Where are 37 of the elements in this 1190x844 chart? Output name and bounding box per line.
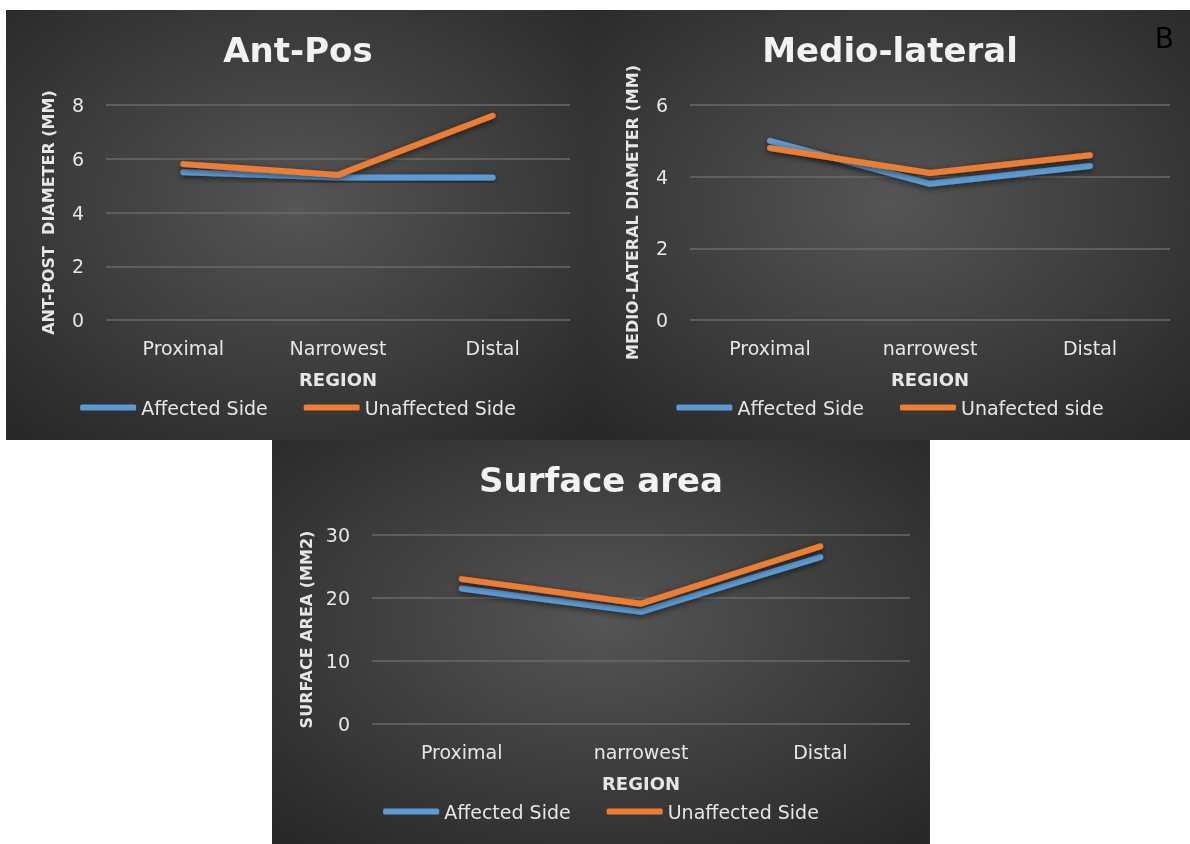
- y-tick-label: 30: [325, 524, 350, 546]
- x-tick-label: Proximal: [142, 336, 225, 359]
- chart-title: Surface area: [479, 460, 723, 500]
- legend-label: Affected Side: [444, 800, 571, 823]
- y-tick-label: 0: [655, 309, 668, 331]
- x-axis-title: REGION: [891, 368, 969, 390]
- y-tick-label: 2: [655, 237, 668, 260]
- x-axis-title: REGION: [602, 772, 680, 794]
- x-tick-label: narrowest: [593, 740, 689, 763]
- x-tick-label: Distal: [793, 740, 848, 763]
- y-tick-label: 2: [71, 255, 84, 278]
- y-axis-title: SURFACE AREA (MM2): [297, 530, 317, 729]
- y-tick-label: 20: [325, 587, 350, 609]
- chart-title: Ant-Pos: [223, 30, 373, 70]
- legend-label: Unaffected Side: [364, 396, 516, 419]
- x-tick-label: narrowest: [882, 336, 978, 359]
- x-tick-label: Proximal: [420, 740, 503, 763]
- legend-label: Unafected side: [960, 396, 1104, 419]
- y-tick-label: 10: [325, 650, 350, 672]
- y-tick-label: 0: [337, 713, 350, 735]
- y-tick-label: 4: [71, 201, 84, 224]
- chart-title: Medio-lateral: [762, 30, 1018, 70]
- y-axis-title: MEDIO-LATERAL DIAMETER (MM): [622, 65, 642, 360]
- legend-label: Affected Side: [737, 396, 864, 419]
- y-tick-label: 8: [71, 94, 84, 116]
- legend-label: Affected Side: [141, 396, 268, 419]
- y-tick-label: 4: [655, 165, 668, 188]
- y-tick-label: 6: [71, 147, 84, 170]
- y-tick-label: 6: [655, 94, 668, 116]
- x-tick-label: Distal: [1062, 336, 1118, 359]
- y-axis-title: ANT-POST DIAMETER (MM): [38, 90, 58, 335]
- x-axis-title: REGION: [299, 368, 377, 390]
- x-tick-label: Distal: [465, 336, 520, 359]
- legend-label: Unaffected Side: [667, 800, 819, 823]
- x-tick-label: Narrowest: [289, 336, 387, 359]
- x-tick-label: Proximal: [729, 336, 811, 359]
- y-tick-label: 0: [71, 309, 84, 331]
